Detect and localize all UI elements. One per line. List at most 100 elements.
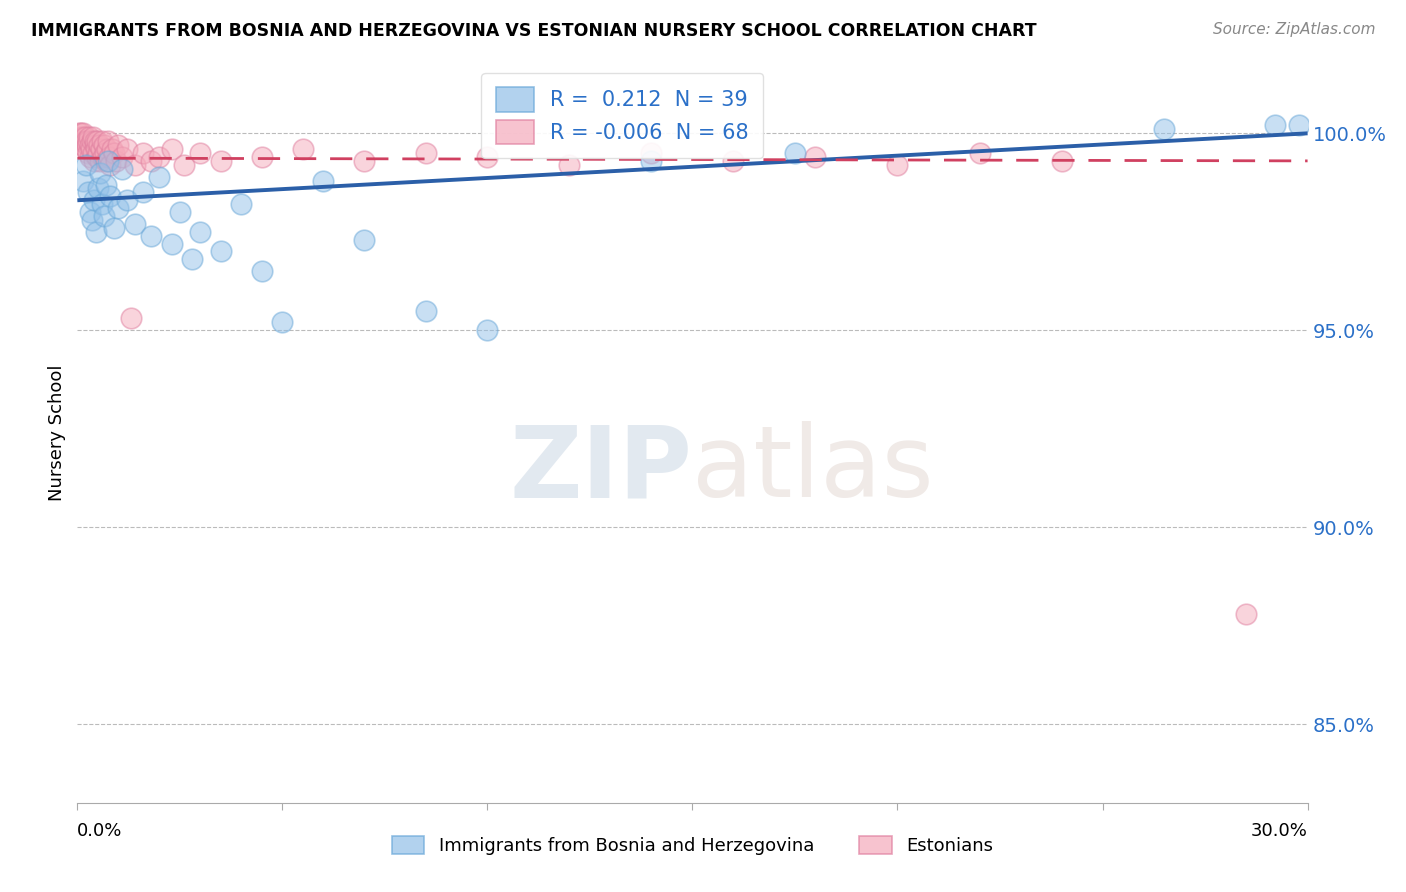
Point [353, 233, 375, 247]
Point [148, 150, 170, 164]
Point [271, 315, 294, 329]
Point [415, 146, 437, 161]
Point [82, 146, 104, 161]
Point [86, 134, 108, 148]
Point [160, 142, 183, 156]
Point [97, 134, 120, 148]
Point [90, 197, 114, 211]
Legend: Immigrants from Bosnia and Herzegovina, Estonians: Immigrants from Bosnia and Herzegovina, … [382, 827, 1002, 864]
Point [101, 142, 124, 156]
Point [477, 150, 499, 164]
Point [90, 142, 112, 156]
Point [148, 169, 170, 184]
Point [124, 217, 146, 231]
Point [87, 146, 110, 161]
Point [231, 197, 253, 211]
Text: IMMIGRANTS FROM BOSNIA AND HERZEGOVINA VS ESTONIAN NURSERY SCHOOL CORRELATION CH: IMMIGRANTS FROM BOSNIA AND HERZEGOVINA V… [31, 22, 1036, 40]
Point [804, 150, 827, 164]
Point [79, 150, 101, 164]
Point [173, 158, 195, 172]
Point [76, 138, 98, 153]
Point [969, 146, 991, 161]
Point [250, 150, 273, 164]
Point [98, 150, 121, 164]
Point [132, 186, 155, 200]
Point [477, 323, 499, 337]
Point [723, 153, 745, 168]
Point [79, 205, 101, 219]
Point [111, 161, 134, 176]
Point [181, 252, 204, 267]
Point [83, 138, 105, 153]
Point [82, 130, 104, 145]
Point [1288, 119, 1310, 133]
Point [107, 138, 129, 153]
Point [83, 153, 105, 168]
Point [70, 126, 93, 140]
Point [188, 225, 212, 239]
Point [94, 153, 117, 168]
Point [69, 134, 91, 148]
Point [1153, 122, 1175, 136]
Point [783, 146, 806, 161]
Point [103, 220, 125, 235]
Point [1050, 153, 1073, 168]
Point [67, 126, 90, 140]
Point [87, 138, 110, 153]
Point [77, 130, 100, 145]
Point [84, 142, 107, 156]
Point [70, 138, 93, 153]
Point [209, 244, 232, 259]
Point [76, 146, 98, 161]
Point [91, 150, 114, 164]
Text: ZIP: ZIP [509, 421, 693, 518]
Point [73, 130, 96, 145]
Point [89, 166, 111, 180]
Point [141, 153, 163, 168]
Point [1264, 119, 1286, 133]
Point [89, 153, 111, 168]
Text: Source: ZipAtlas.com: Source: ZipAtlas.com [1212, 22, 1375, 37]
Text: atlas: atlas [693, 421, 934, 518]
Point [75, 158, 97, 172]
Point [93, 209, 115, 223]
Point [291, 142, 314, 156]
Point [86, 150, 108, 164]
Point [209, 153, 232, 168]
Point [169, 205, 191, 219]
Point [83, 194, 105, 208]
Point [72, 126, 94, 140]
Point [1234, 607, 1257, 621]
Point [69, 130, 91, 145]
Point [98, 189, 121, 203]
Y-axis label: Nursery School: Nursery School [48, 364, 66, 501]
Point [75, 134, 97, 148]
Text: 0.0%: 0.0% [77, 822, 122, 840]
Point [73, 134, 96, 148]
Point [84, 225, 107, 239]
Point [79, 138, 101, 153]
Point [124, 158, 146, 172]
Point [97, 153, 120, 168]
Point [640, 153, 662, 168]
Point [96, 142, 118, 156]
Point [94, 146, 117, 161]
Point [87, 181, 110, 195]
Point [107, 201, 129, 215]
Point [72, 173, 94, 187]
Point [80, 213, 103, 227]
Point [94, 178, 117, 192]
Text: 30.0%: 30.0% [1251, 822, 1308, 840]
Point [250, 264, 273, 278]
Point [72, 130, 94, 145]
Point [76, 186, 98, 200]
Point [188, 146, 212, 161]
Point [160, 236, 183, 251]
Point [111, 150, 134, 164]
Point [77, 134, 100, 148]
Point [98, 158, 121, 172]
Point [353, 153, 375, 168]
Point [84, 134, 107, 148]
Point [886, 158, 908, 172]
Point [115, 142, 138, 156]
